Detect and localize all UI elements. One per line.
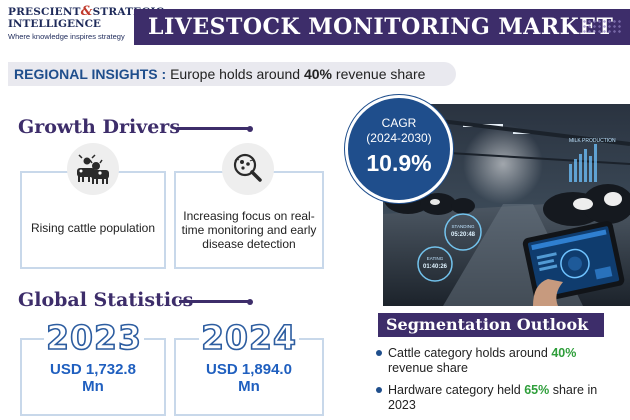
segmentation-highlight: 40%	[551, 346, 577, 360]
global-statistics-heading-line	[179, 300, 249, 303]
photo-overlay-label: EATING	[427, 256, 444, 261]
page-title: LIVESTOCK MONITORING MARKET	[148, 14, 614, 40]
segmentation-item: Hardware category held 65% share in 2023	[376, 383, 626, 413]
regional-insight-text: Europe holds around	[170, 66, 301, 82]
segmentation-heading-bar: Segmentation Outlook	[378, 313, 604, 337]
cagr-period: (2024-2030)	[366, 131, 432, 145]
logo-tagline: Where knowledge inspires strategy	[8, 32, 125, 41]
photo-overlay-label: STANDING	[452, 224, 475, 229]
segmentation-item: Cattle category holds around 40% revenue …	[376, 346, 626, 376]
regional-insight-text-end: revenue share	[335, 66, 426, 82]
statistic-unit: Mn	[82, 378, 104, 395]
statistic-value: USD 1,894.0	[206, 361, 292, 378]
segmentation-highlight: 65%	[524, 383, 550, 397]
statistic-year: 2023	[45, 317, 142, 358]
dairy-barn-tablet-photo: MILK PRODUCTION STANDING 05:20:48 EATING…	[383, 104, 630, 306]
bullet-icon	[376, 387, 382, 393]
regional-insight-highlight: 40%	[303, 66, 333, 82]
logo-word-prescient: PRESCIENT	[8, 6, 81, 18]
growth-drivers-heading-line	[177, 127, 249, 130]
cagr-value: 10.9%	[366, 150, 432, 176]
title-banner: LIVESTOCK MONITORING MARKET	[134, 9, 630, 45]
segmentation-heading: Segmentation Outlook	[386, 315, 589, 334]
cagr-label: CAGR	[381, 116, 417, 130]
photo-overlay-label: MILK PRODUCTION	[569, 138, 616, 144]
regional-insight-bar: REGIONAL INSIGHTS : Europe holds around …	[8, 62, 456, 86]
statistic-unit: Mn	[238, 378, 260, 395]
magnifier-monitoring-icon	[222, 143, 274, 195]
growth-driver-text: Rising cattle population	[30, 221, 156, 235]
statistic-value: USD 1,732.8	[50, 361, 136, 378]
statistic-year: 2024	[200, 317, 297, 358]
cattle-icon	[67, 143, 119, 195]
bullet-icon	[376, 350, 382, 356]
cagr-badge: CAGR (2024-2030) 10.9%	[345, 95, 453, 203]
logo-word-intelligence: INTELLIGENCE	[8, 18, 101, 30]
growth-drivers-heading-dot	[247, 125, 253, 132]
growth-driver-card-cattle: Rising cattle population	[20, 171, 166, 269]
photo-overlay-time: 01:40:26	[423, 264, 448, 270]
company-logo: PRESCIENT&STRATEGIC INTELLIGENCE Where k…	[8, 4, 164, 46]
decorative-dot-pattern	[582, 19, 622, 35]
regional-insight-label: REGIONAL INSIGHTS :	[14, 66, 167, 82]
growth-drivers-heading: Growth Drivers	[18, 116, 181, 138]
global-statistics-heading: Global Statistics	[18, 289, 194, 311]
photo-overlay-time: 05:20:48	[451, 232, 476, 238]
logo-ampersand: &	[80, 4, 93, 19]
growth-driver-text: Increasing focus on real-time monitoring…	[181, 209, 317, 251]
global-statistics-heading-dot	[247, 298, 253, 305]
